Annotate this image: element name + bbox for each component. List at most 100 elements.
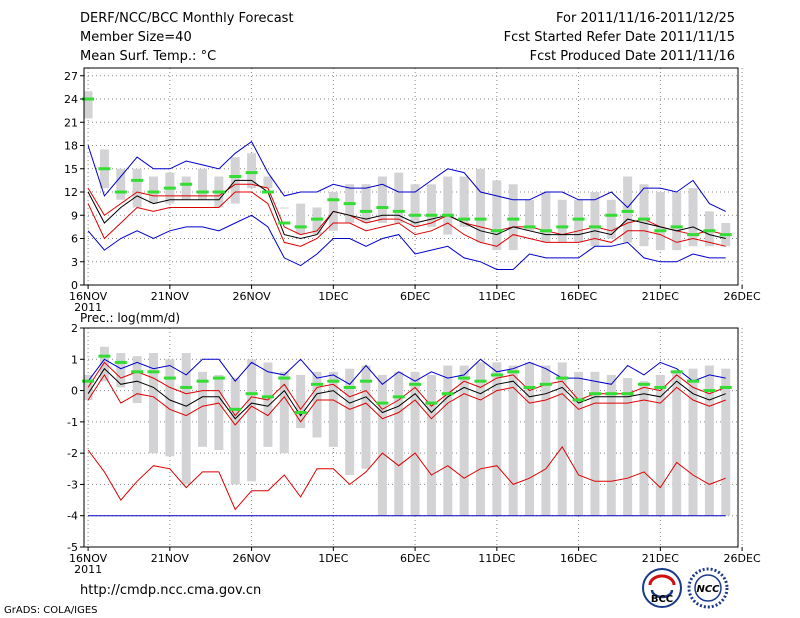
y-tick-label: -2 <box>67 447 78 460</box>
ensemble-box <box>557 199 567 243</box>
ensemble-box <box>247 153 257 189</box>
ensemble-box <box>688 188 698 247</box>
x-tick-label: 1DEC <box>318 552 348 565</box>
ensemble-box <box>459 176 469 227</box>
x-tick-label: 1DEC <box>318 290 348 303</box>
ensemble-box <box>181 176 191 200</box>
grads-credit: GrADS: COLA/IGES <box>4 605 98 616</box>
y-tick-label: 0 <box>71 279 78 292</box>
bcc-logo-text: BCC <box>651 594 673 605</box>
ensemble-box <box>312 207 322 235</box>
ensemble-box <box>525 199 535 231</box>
x-tick-label: 11DEC <box>478 552 515 565</box>
ensemble-box <box>99 346 109 382</box>
precipitation-panel: -5 -4 -3 -2 -1 0 1 2 16NOV 21NOV 26NOV 1DEC 6DEC 11DE… <box>67 322 761 576</box>
y-tick-label: 2 <box>71 322 78 335</box>
ensemble-box <box>704 365 714 516</box>
x-tick-label: 26NOV <box>232 290 271 303</box>
ensemble-box <box>132 168 142 208</box>
ensemble-box <box>704 211 714 247</box>
x-year-label: 2011 <box>74 301 102 314</box>
ensemble-box <box>83 374 93 400</box>
ensemble-box <box>672 371 682 516</box>
x-tick-label: 21DEC <box>642 552 679 565</box>
ncc-logo: NCC <box>687 567 729 609</box>
ensemble-box <box>475 362 485 516</box>
temperature-panel: 0 3 6 9 12 15 18 21 24 27 16NOV 21NOV 26NOV 1DEC 6DEC 1… <box>64 67 761 314</box>
ensemble-box <box>606 374 616 516</box>
x-tick-label: 16NOV <box>69 552 108 565</box>
series-mean-std-line <box>87 373 726 426</box>
ensemble-box <box>655 374 665 516</box>
y-tick-label: 18 <box>64 140 78 153</box>
ensemble-box <box>541 192 551 243</box>
ensemble-box <box>345 368 355 476</box>
y-tick-label: 6 <box>71 233 78 246</box>
series-max-line <box>87 140 726 212</box>
ensemble-box <box>606 199 616 239</box>
series-mean-std-line <box>87 361 726 417</box>
source-url: http://cmdp.ncc.cma.gov.cn <box>80 583 261 598</box>
ensemble-box <box>148 176 158 204</box>
bcc-logo: BCC <box>642 568 682 608</box>
plot-frame <box>83 67 739 286</box>
ensemble-box <box>230 378 240 485</box>
ensemble-box <box>214 374 224 451</box>
ensemble-box <box>328 371 338 447</box>
x-tick-label: 26DEC <box>724 290 761 303</box>
y-tick-label: 12 <box>64 186 78 199</box>
ensemble-box <box>247 359 257 482</box>
ensemble-box <box>361 365 371 469</box>
ensemble-box <box>148 353 158 454</box>
y-tick-label: 1 <box>71 353 78 366</box>
ensemble-box <box>181 353 191 485</box>
ensemble-box <box>492 362 502 516</box>
x-tick-label: 26NOV <box>232 552 271 565</box>
ensemble-box <box>688 368 698 516</box>
ensemble-box <box>296 203 306 235</box>
series-mean-std-line <box>87 191 726 247</box>
ensemble-box <box>557 362 567 516</box>
ensemble-box <box>541 365 551 516</box>
started-refer-date: Fcst Started Refer Date 2011/11/15 <box>504 30 735 45</box>
ensemble-box <box>263 176 273 189</box>
y-tick-label: 27 <box>64 70 78 83</box>
x-tick-label: 16NOV <box>69 290 108 303</box>
ensemble-box <box>83 91 93 119</box>
x-tick-label: 16DEC <box>560 290 597 303</box>
series-mean-line <box>87 367 726 420</box>
y-tick-label: -4 <box>67 510 78 523</box>
ensemble-box <box>279 207 289 209</box>
ensemble-box <box>459 365 469 516</box>
ensemble-box <box>394 371 404 516</box>
y-tick-label: 21 <box>64 116 78 129</box>
ensemble-box <box>394 172 404 223</box>
forecast-period: For 2011/11/16-2011/12/25 <box>556 11 735 26</box>
ensemble-box <box>410 184 420 227</box>
series-mean-line <box>87 179 726 240</box>
ensemble-box <box>443 365 453 516</box>
x-tick-label: 16DEC <box>560 552 597 565</box>
ensemble-box <box>377 176 387 223</box>
ncc-logo-text: NCC <box>696 584 720 595</box>
y-tick-label: 3 <box>71 256 78 269</box>
ensemble-box <box>590 371 600 516</box>
ensemble-box <box>672 192 682 251</box>
x-tick-label: 6DEC <box>400 290 430 303</box>
x-tick-label: 11DEC <box>478 290 515 303</box>
ensemble-box <box>639 184 649 247</box>
ensemble-box <box>655 192 665 251</box>
ensemble-box <box>426 374 436 516</box>
ensemble-box <box>525 362 535 516</box>
y-tick-label: -1 <box>67 416 78 429</box>
x-tick-label: 26DEC <box>724 552 761 565</box>
x-tick-label: 21DEC <box>642 290 679 303</box>
y-tick-label: 24 <box>64 93 78 106</box>
ensemble-box <box>639 381 649 516</box>
y-tick-label: 15 <box>64 163 78 176</box>
ensemble-box <box>508 365 518 516</box>
ensemble-box <box>590 192 600 247</box>
y-tick-label: 0 <box>71 385 78 398</box>
ensemble-box <box>426 184 436 227</box>
ensemble-box <box>263 362 273 447</box>
